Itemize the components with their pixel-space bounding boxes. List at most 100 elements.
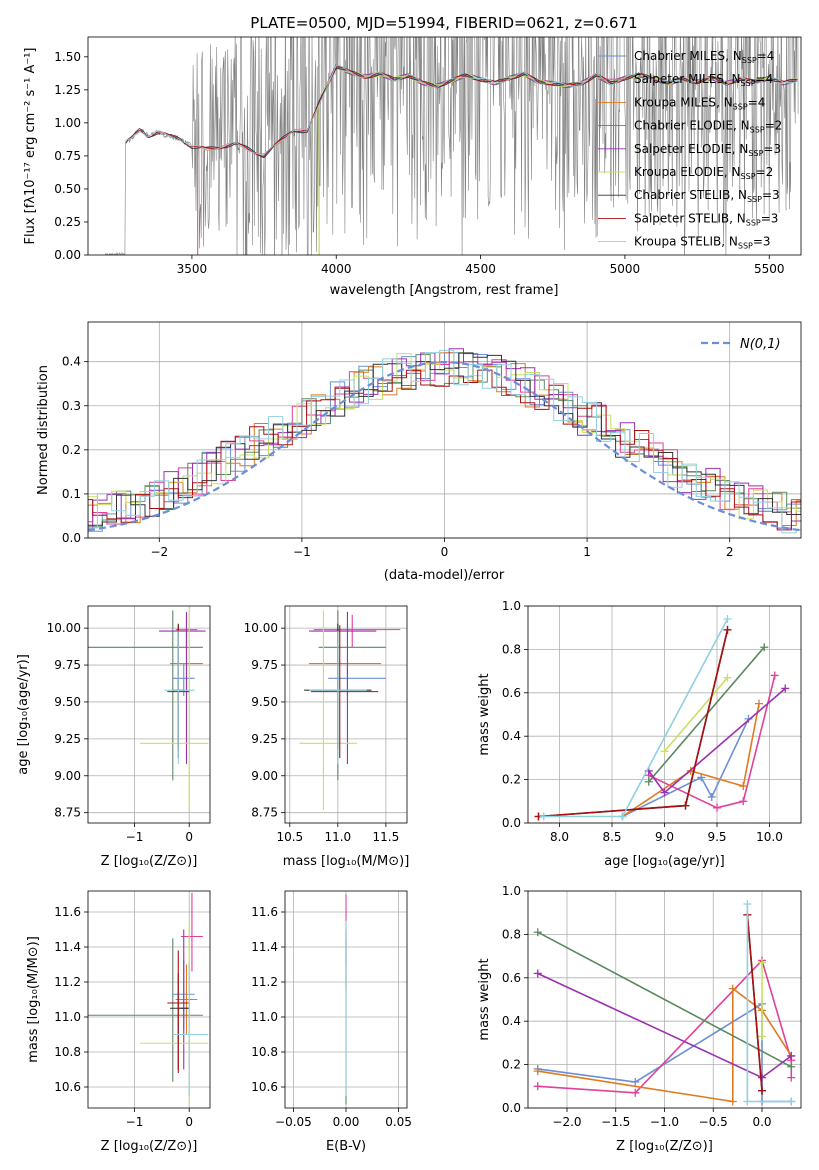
model-spectrum-salpeter-stelib (125, 66, 798, 157)
residuals-ytick-label: 0.1 (62, 487, 81, 501)
legend-name: Kroupa STELIB, N (634, 235, 738, 249)
residuals-xtick-label: 1 (583, 545, 591, 559)
weight-marker (533, 969, 542, 978)
legend-n: =3 (762, 188, 780, 202)
residuals-ytick-label: 0.4 (62, 355, 81, 369)
weight_vs_Z-content (533, 900, 796, 1106)
weight-line (543, 618, 729, 818)
legend-name: Kroupa MILES, N (634, 95, 733, 109)
weight_vs_Z-xtick-label: 0.0 (752, 1115, 771, 1129)
weight-marker (681, 801, 690, 810)
legend-sub: SSP (750, 126, 765, 135)
age_vs_mass-panel: 10.5 11.0 11.5 8.75 9.00 9.25 9.50 9.75 10.00 mas… (244, 605, 409, 869)
legend-label: Salpeter STELIB, NSSP=3 (634, 211, 778, 227)
weight_vs_age-frame (527, 605, 802, 824)
age_vs_mass-ytick-label: 9.00 (251, 769, 278, 783)
weight_vs_Z-xlabel: Z [log₁₀(Z/Z⊙)] (616, 1139, 713, 1154)
age_vs_Z-panel: −1 0 8.75 9.00 9.25 9.50 9.75 10.00 Z [log₁₀(Z/Z… (16, 605, 211, 869)
weight_vs_age-panel: 8.0 8.5 9.0 9.5 10.0 0.0 0.2 0.4 0.6 0.8 1.0 age [l… (477, 599, 802, 869)
gaussian-curve (88, 360, 801, 532)
spectrum-xtick-label: 5500 (754, 262, 785, 276)
legend-n: =2 (756, 165, 774, 179)
weight-marker (787, 1097, 796, 1106)
weight-marker (723, 615, 732, 624)
age_vs_Z-ytick-label: 9.50 (54, 695, 81, 709)
weight-marker (760, 643, 769, 652)
residuals-xtick-label: −2 (150, 545, 168, 559)
spectrum-content (105, 37, 799, 255)
weight-marker (743, 1097, 752, 1106)
mass_vs_Z-ylabel: mass [log₁₀(M/M⊙)] (26, 936, 41, 1063)
weight-marker (758, 1086, 766, 1095)
weight-marker (660, 747, 669, 756)
weight-line (746, 914, 763, 1091)
age_vs_mass-ytick-label: 8.75 (251, 806, 278, 820)
mass_vs_ebv-xtick-label: 0.00 (333, 1115, 360, 1129)
legend-label: Chabrier ELODIE, NSSP=2 (634, 119, 782, 135)
weight-marker (533, 1067, 542, 1076)
weight-marker (660, 788, 669, 797)
model-spectrum-chabrier-elodie (318, 63, 798, 255)
legend-label: Chabrier MILES, NSSP=4 (634, 49, 774, 65)
weight_vs_Z-xtick-label: −2.0 (552, 1115, 581, 1129)
weight-marker (533, 1082, 542, 1091)
residuals-ylabel: Normed distribution (36, 365, 51, 495)
age_vs_mass-ytick-label: 9.25 (251, 732, 278, 746)
weight-marker (787, 1062, 796, 1071)
weight_vs_Z-xtick-label: −1.5 (601, 1115, 630, 1129)
weight-marker (644, 777, 653, 786)
mass_vs_Z-xtick-label: 0 (185, 1115, 193, 1129)
weight-line (622, 718, 750, 818)
residuals-xtick-label: 0 (441, 545, 449, 559)
weight_vs_Z-ytick-label: 0.6 (502, 971, 521, 985)
mass_vs_Z-ytick-label: 11.4 (54, 940, 81, 954)
mass_vs_Z-ytick-label: 11.0 (54, 1010, 81, 1024)
spectrum-ytick-label: 0.25 (54, 215, 81, 229)
model-spectrum-kroupa-elodie (318, 66, 798, 255)
mass_vs_Z-panel: −1 0 10.6 10.8 11.0 11.2 11.4 11.6 Z [log₁₀(Z/Z⊙… (26, 890, 211, 1154)
spectrum-ytick-label: 0.50 (54, 182, 81, 196)
weight_vs_age-ytick-label: 0.2 (502, 773, 521, 787)
age_vs_Z-xlabel: Z [log₁₀(Z/Z⊙)] (101, 854, 198, 869)
weight_vs_age-content (534, 615, 790, 821)
residuals-content (88, 348, 801, 535)
age_vs_Z-xtick-label: −1 (126, 830, 144, 844)
weight-marker (770, 671, 779, 680)
spectrum-ylabel: Flux [fλ10⁻¹⁷ erg cm⁻² s⁻¹ A⁻¹] (23, 48, 38, 245)
weight-marker (539, 812, 548, 821)
legend-n: =4 (756, 72, 774, 86)
residuals-xtick-label: 2 (726, 545, 734, 559)
figure-title: PLATE=0500, MJD=51994, FIBERID=0621, z=0… (250, 14, 637, 32)
legend-label: Salpeter MILES, NSSP=4 (634, 72, 773, 88)
spectrum-xtick-label: 4000 (321, 262, 352, 276)
weight_vs_age-ylabel: mass weight (477, 673, 492, 755)
mass_vs_ebv-ytick-label: 10.8 (251, 1045, 278, 1059)
mass_vs_Z-frame (87, 890, 211, 1109)
legend-label: Chabrier STELIB, NSSP=3 (634, 188, 780, 204)
weight-marker (707, 792, 716, 801)
spectrum-ytick-label: 0.75 (54, 149, 81, 163)
residuals-xtick-label: −1 (293, 545, 311, 559)
residuals-ytick-label: 0.2 (62, 443, 81, 457)
weight_vs_Z-ytick-label: 0.2 (502, 1058, 521, 1072)
legend-n: =2 (765, 119, 783, 133)
weight_vs_age-ytick-label: 0.6 (502, 686, 521, 700)
mass_vs_Z-ytick-label: 10.6 (54, 1080, 81, 1094)
weight-marker (787, 1073, 796, 1082)
spectrum-ytick-label: 1.25 (54, 83, 81, 97)
spectrum-ytick-label: 1.50 (54, 50, 81, 64)
age_vs_Z-ytick-label: 8.75 (54, 806, 81, 820)
weight-marker (743, 900, 752, 909)
weight-marker (758, 1073, 766, 1082)
weight-line (537, 931, 792, 1068)
mass_vs_ebv-ytick-label: 11.6 (251, 905, 278, 919)
legend-label: Salpeter ELODIE, NSSP=3 (634, 142, 781, 158)
legend-sub: SSP (738, 242, 753, 251)
legend-label: Kroupa STELIB, NSSP=3 (634, 235, 771, 251)
weight_vs_Z-xtick-label: −1.0 (650, 1115, 679, 1129)
legend-n: =3 (763, 142, 781, 156)
legend-label: Kroupa MILES, NSSP=4 (634, 95, 765, 111)
legend-sub: SSP (741, 172, 756, 181)
mass_vs_ebv-xtick-label: −0.05 (275, 1115, 312, 1129)
weight_vs_Z-ytick-label: 1.0 (502, 884, 521, 898)
